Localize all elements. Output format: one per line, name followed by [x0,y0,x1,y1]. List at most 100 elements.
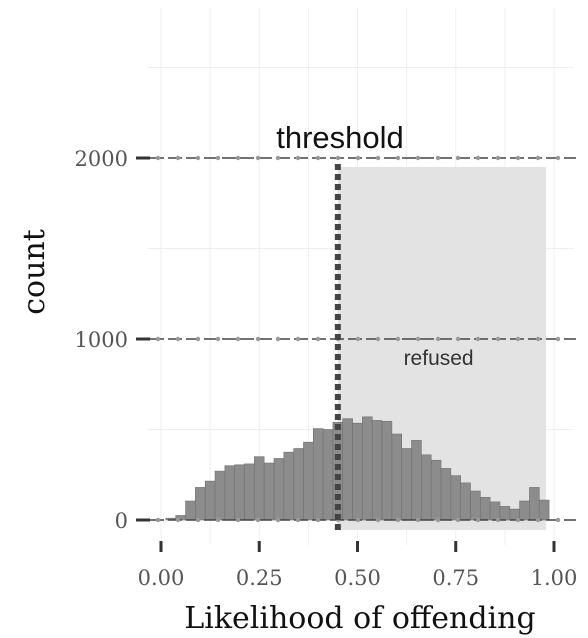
reference-dot [375,517,381,523]
histogram-bar [283,451,294,521]
histogram-bar [480,497,491,521]
reference-dot [275,517,281,523]
reference-dot [155,336,161,342]
threshold-label: threshold [276,120,404,155]
reference-dot [395,155,401,161]
histogram-bar [342,418,353,521]
reference-dot [255,517,261,523]
histogram-bar [204,480,216,521]
x-tick-label: 0.25 [236,566,283,590]
reference-dot [195,336,201,342]
refused-label: refused [404,347,474,370]
reference-dot [435,155,441,161]
reference-dot [155,155,161,161]
reference-dot [515,155,521,161]
histogram-bar [273,458,285,521]
reference-dot [295,336,301,342]
histogram-bar [263,462,275,521]
reference-dot [555,155,561,161]
reference-dot [195,155,201,161]
reference-lines [136,155,576,523]
histogram-bar [529,487,540,521]
reference-dot [475,155,481,161]
histogram-bar [391,433,403,521]
histogram-bar [450,475,461,521]
reference-dot [175,517,181,523]
reference-dot [375,336,381,342]
reference-dot [275,155,281,161]
reference-dot [435,517,441,523]
reference-dot [155,517,161,523]
y-tick-label: 1000 [75,328,128,352]
histogram-bar [470,490,481,521]
reference-dot [395,517,401,523]
reference-dot [315,155,321,161]
reference-dot [375,155,381,161]
reference-dot [355,517,361,523]
x-tick-label: 1.00 [531,566,578,590]
reference-dot [235,336,241,342]
y-tick-label: 0 [115,509,128,533]
reference-dot [235,517,241,523]
x-axis-title: Likelihood of offending [184,601,535,636]
histogram-bar [460,482,471,521]
reference-dot [495,517,501,523]
reference-dot [415,517,421,523]
histogram-bar [401,448,412,521]
reference-dot [215,155,221,161]
reference-dot [175,155,181,161]
reference-dot [455,517,461,523]
reference-dot [255,155,261,161]
axes: 0.00 0.25 0.50 0.75 1.00 0 1000 2000 [75,147,578,590]
y-axis-title: count [17,229,52,315]
reference-dot [195,517,201,523]
reference-dot [475,336,481,342]
reference-dot [455,336,461,342]
reference-dot [315,517,321,523]
histogram-bar [489,501,501,521]
histogram-bar [381,421,393,521]
histogram-bar [352,422,363,521]
reference-dot [535,336,541,342]
reference-dot [415,155,421,161]
reference-dot [215,517,221,523]
reference-dot [495,336,501,342]
histogram-bar [430,459,442,521]
reference-dot [275,336,281,342]
reference-dot [355,336,361,342]
histogram-bar [519,500,530,521]
reference-dot [555,517,561,523]
reference-dot [355,155,361,161]
x-tick-label: 0.50 [334,566,381,590]
x-tick-label: 0.00 [138,566,185,590]
histogram-bar [538,499,550,521]
reference-dot [335,155,341,161]
reference-dot [515,517,521,523]
histogram-bar [303,441,314,521]
reference-dot [495,155,501,161]
reference-dot [435,336,441,342]
x-tick-label: 0.75 [432,566,479,590]
reference-dot [415,336,421,342]
reference-dot [315,336,321,342]
reference-dot [295,517,301,523]
histogram-bar [440,468,452,521]
histogram-bar [411,440,422,521]
histogram-bar [234,464,245,521]
histogram-bar [371,420,383,521]
reference-dot [475,517,481,523]
reference-dot [535,155,541,161]
histogram-bar [322,429,334,521]
reference-dot [555,336,561,342]
histogram-bar [293,448,304,521]
histogram-bar [421,454,432,521]
histogram-bar [224,465,235,521]
histogram-bars [165,416,550,521]
reference-dot [535,517,541,523]
reference-dot [175,336,181,342]
histogram-bar [499,506,511,521]
reference-dot [515,336,521,342]
histogram-bar [362,416,373,521]
histogram-bar [312,428,324,521]
